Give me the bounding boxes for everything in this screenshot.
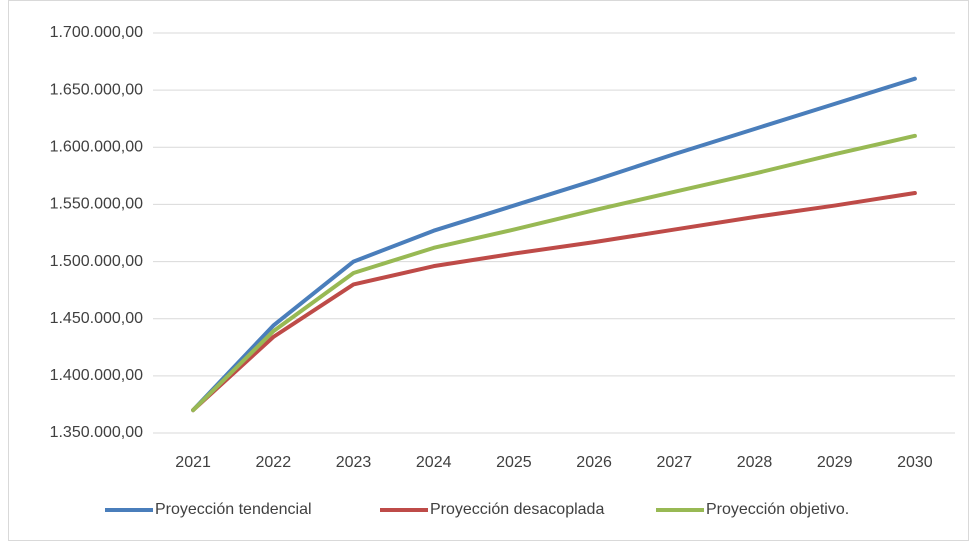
x-tick-label: 2021 bbox=[175, 454, 211, 471]
series-line bbox=[191, 191, 917, 413]
series-line bbox=[191, 133, 917, 413]
y-tick-label: 1.650.000,00 bbox=[50, 81, 144, 98]
y-tick-label: 1.350.000,00 bbox=[50, 424, 144, 441]
legend-label: Proyección objetivo. bbox=[706, 501, 849, 518]
y-tick-label: 1.700.000,00 bbox=[50, 24, 144, 41]
y-tick-label: 1.550.000,00 bbox=[50, 196, 144, 213]
x-tick-label: 2026 bbox=[576, 454, 612, 471]
y-tick-label: 1.450.000,00 bbox=[50, 310, 144, 327]
x-tick-label: 2029 bbox=[817, 454, 853, 471]
legend-label: Proyección tendencial bbox=[155, 501, 312, 518]
x-tick-label: 2024 bbox=[416, 454, 452, 471]
x-tick-label: 2027 bbox=[657, 454, 693, 471]
x-tick-label: 2025 bbox=[496, 454, 532, 471]
legend-label: Proyección desacoplada bbox=[430, 501, 604, 518]
x-tick-label: 2028 bbox=[737, 454, 773, 471]
x-tick-label: 2022 bbox=[256, 454, 292, 471]
x-tick-label: 2023 bbox=[336, 454, 372, 471]
y-tick-label: 1.500.000,00 bbox=[50, 253, 144, 270]
x-tick-label: 2030 bbox=[897, 454, 933, 471]
y-tick-label: 1.400.000,00 bbox=[50, 367, 144, 384]
y-tick-label: 1.600.000,00 bbox=[50, 139, 144, 156]
series-line bbox=[191, 76, 917, 413]
